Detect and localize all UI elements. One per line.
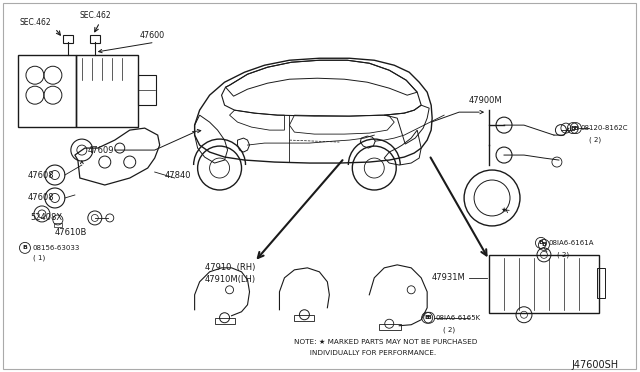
- Text: ( 2): ( 2): [557, 251, 569, 258]
- Bar: [294, 315, 314, 321]
- Text: SEC.462: SEC.462: [80, 11, 111, 20]
- Text: 47931M: 47931M: [431, 273, 465, 282]
- Text: 08IA6-6165K: 08IA6-6165K: [435, 315, 480, 321]
- Text: ★: ★: [501, 207, 507, 213]
- Text: B: B: [541, 243, 547, 247]
- Text: B: B: [425, 315, 429, 320]
- Text: B: B: [573, 126, 579, 131]
- Text: 47840: 47840: [164, 170, 191, 180]
- Text: ( 1): ( 1): [33, 254, 45, 261]
- Bar: [18, 55, 76, 127]
- Text: 52408X: 52408X: [30, 214, 62, 222]
- Bar: [138, 75, 156, 105]
- Text: INDIVIDUALLY FOR PERFORMANCE.: INDIVIDUALLY FOR PERFORMANCE.: [294, 350, 436, 356]
- Text: B: B: [22, 246, 28, 250]
- Bar: [76, 55, 138, 127]
- Text: 47910  (RH): 47910 (RH): [205, 263, 255, 272]
- Text: 08IA6-6161A: 08IA6-6161A: [549, 240, 595, 246]
- Text: B: B: [538, 240, 543, 246]
- Text: 47600: 47600: [140, 31, 165, 40]
- Bar: [489, 255, 599, 313]
- Bar: [380, 324, 401, 330]
- Text: 47610B: 47610B: [55, 228, 87, 237]
- Bar: [90, 35, 100, 43]
- Text: ( 2): ( 2): [589, 137, 601, 143]
- Text: B: B: [570, 126, 575, 131]
- Bar: [214, 318, 234, 324]
- Text: 47609: 47609: [88, 145, 115, 155]
- Text: 08120-8162C: 08120-8162C: [581, 125, 628, 131]
- Text: SEC.462: SEC.462: [20, 18, 52, 27]
- Bar: [54, 223, 62, 227]
- Text: B: B: [427, 315, 431, 320]
- Text: J47600SH: J47600SH: [572, 360, 619, 370]
- Text: 47910M(LH): 47910M(LH): [205, 275, 256, 284]
- Text: 47608: 47608: [28, 193, 54, 202]
- Text: 47900M: 47900M: [469, 96, 502, 105]
- Text: 08156-63033: 08156-63033: [33, 245, 80, 251]
- Bar: [63, 35, 73, 43]
- Bar: [597, 268, 605, 298]
- Text: NOTE: ★ MARKED PARTS MAY NOT BE PURCHASED: NOTE: ★ MARKED PARTS MAY NOT BE PURCHASE…: [294, 339, 478, 345]
- Text: ( 2): ( 2): [443, 327, 455, 333]
- Text: 47608: 47608: [28, 170, 54, 180]
